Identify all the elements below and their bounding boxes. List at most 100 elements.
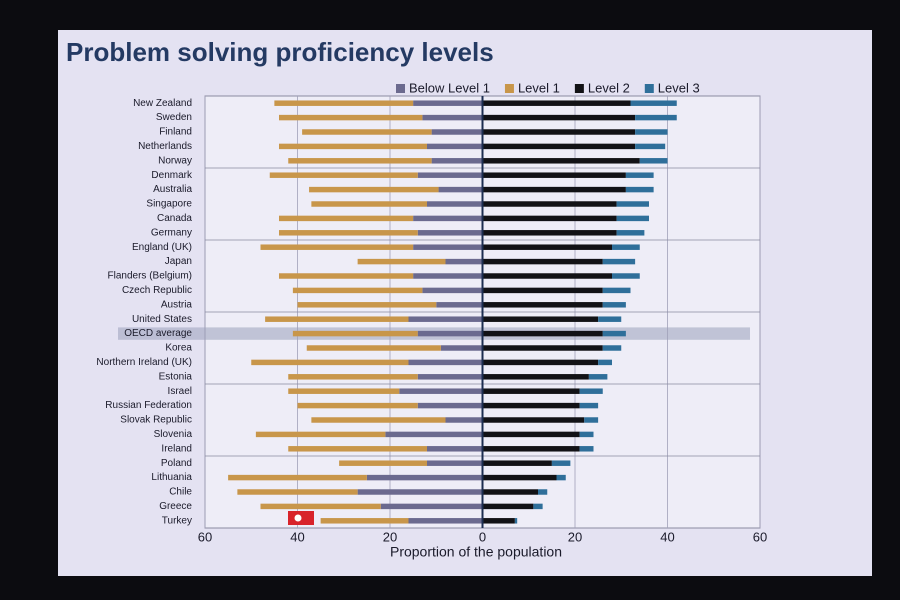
bar-segment — [279, 114, 423, 121]
bar-segment — [413, 244, 483, 250]
category-label: Japan — [165, 256, 192, 267]
bar-segment — [482, 460, 552, 466]
bar-segment — [385, 431, 483, 438]
category-label: Flanders (Belgium) — [108, 271, 192, 282]
bar-segment — [598, 316, 622, 322]
bar-segment — [279, 215, 414, 222]
bar-segment — [579, 402, 599, 409]
bar-segment — [482, 431, 580, 438]
category-label: Slovenia — [154, 429, 193, 440]
bar-segment — [279, 230, 418, 236]
x-tick-label: 40 — [290, 529, 304, 544]
bar-segment — [422, 287, 483, 294]
x-tick-label: 40 — [660, 529, 674, 544]
bar-segment — [436, 302, 483, 308]
bar-segment — [602, 287, 631, 294]
bar-segment — [612, 244, 640, 250]
bar-segment — [427, 446, 483, 452]
bar-segment — [482, 158, 640, 164]
x-tick-label: 20 — [383, 529, 397, 544]
bar-segment — [598, 359, 612, 366]
bar-segment — [482, 417, 585, 423]
legend-swatch — [504, 84, 514, 93]
bar-segment — [579, 431, 594, 438]
bar-segment — [533, 503, 543, 510]
bar-segment — [556, 474, 566, 481]
bar-segment — [482, 503, 534, 510]
bar-segment — [482, 374, 589, 380]
bar-segment — [579, 446, 594, 452]
chart-title: Problem solving proficiency levels — [66, 37, 494, 67]
bar-segment — [482, 129, 636, 135]
bar-segment — [602, 302, 626, 308]
category-label: England (UK) — [132, 242, 192, 253]
category-label: Finland — [159, 127, 192, 138]
bar-segment — [482, 258, 603, 265]
bar-segment — [297, 302, 437, 308]
bar-segment — [274, 100, 414, 106]
bar-segment — [380, 503, 483, 510]
bar-segment — [297, 402, 418, 409]
bar-segment — [288, 158, 432, 164]
bar-segment — [269, 172, 418, 178]
bar-segment — [399, 388, 483, 394]
bar-segment — [228, 474, 367, 481]
bar-segment — [612, 273, 640, 279]
bar-segment — [445, 417, 483, 423]
bar-segment — [438, 186, 483, 193]
category-label: Czech Republic — [122, 285, 192, 296]
bar-segment — [482, 316, 599, 322]
bar-segment — [482, 244, 612, 250]
flag-crescent — [294, 514, 302, 522]
bar-segment — [302, 129, 432, 135]
bar-segment — [413, 100, 483, 106]
category-label: Chile — [169, 487, 192, 498]
bar-segment — [639, 158, 668, 164]
bar-segment — [311, 201, 427, 207]
category-label: Lithuania — [151, 472, 192, 483]
bar-segment — [422, 114, 483, 121]
bar-segment — [431, 158, 483, 164]
bar-segment — [482, 302, 603, 308]
category-label: Slovak Republic — [120, 415, 192, 426]
bar-segment — [413, 215, 483, 222]
bar-segment — [482, 230, 617, 236]
legend-label: Level 3 — [658, 80, 700, 95]
category-label: New Zealand — [133, 98, 192, 109]
bar-segment — [482, 359, 599, 366]
category-label: Ireland — [161, 443, 192, 454]
category-label: Northern Ireland (UK) — [96, 357, 192, 368]
bar-segment — [482, 489, 538, 495]
bar-segment — [445, 258, 483, 265]
bar-segment — [514, 518, 518, 524]
bar-segment — [292, 330, 418, 337]
bar-segment — [616, 230, 645, 236]
bar-segment — [635, 129, 668, 135]
bar-segment — [417, 172, 483, 178]
bar-segment — [408, 316, 483, 322]
bar-segment — [588, 374, 608, 380]
bar-segment — [440, 345, 483, 351]
flag-icon — [288, 511, 314, 525]
bar-segment — [339, 460, 427, 466]
bar-segment — [417, 230, 483, 236]
bar-segment — [237, 489, 358, 495]
bar-segment — [482, 287, 603, 294]
bar-segment — [551, 460, 571, 466]
bar-segment — [482, 345, 603, 351]
x-tick-label: 0 — [479, 529, 486, 544]
bar-segment — [602, 258, 636, 265]
bar-segment — [288, 388, 400, 394]
category-label: Greece — [159, 501, 192, 512]
x-tick-label: 20 — [568, 529, 582, 544]
bar-segment — [279, 143, 427, 150]
bar-segment — [616, 215, 649, 222]
bar-segment — [279, 273, 414, 279]
bar-segment — [357, 489, 483, 495]
bar-segment — [417, 402, 483, 409]
bar-segment — [625, 172, 654, 178]
bar-segment — [482, 402, 580, 409]
category-label: Canada — [157, 213, 192, 224]
x-tick-label: 60 — [198, 529, 212, 544]
category-label: Denmark — [151, 170, 193, 181]
